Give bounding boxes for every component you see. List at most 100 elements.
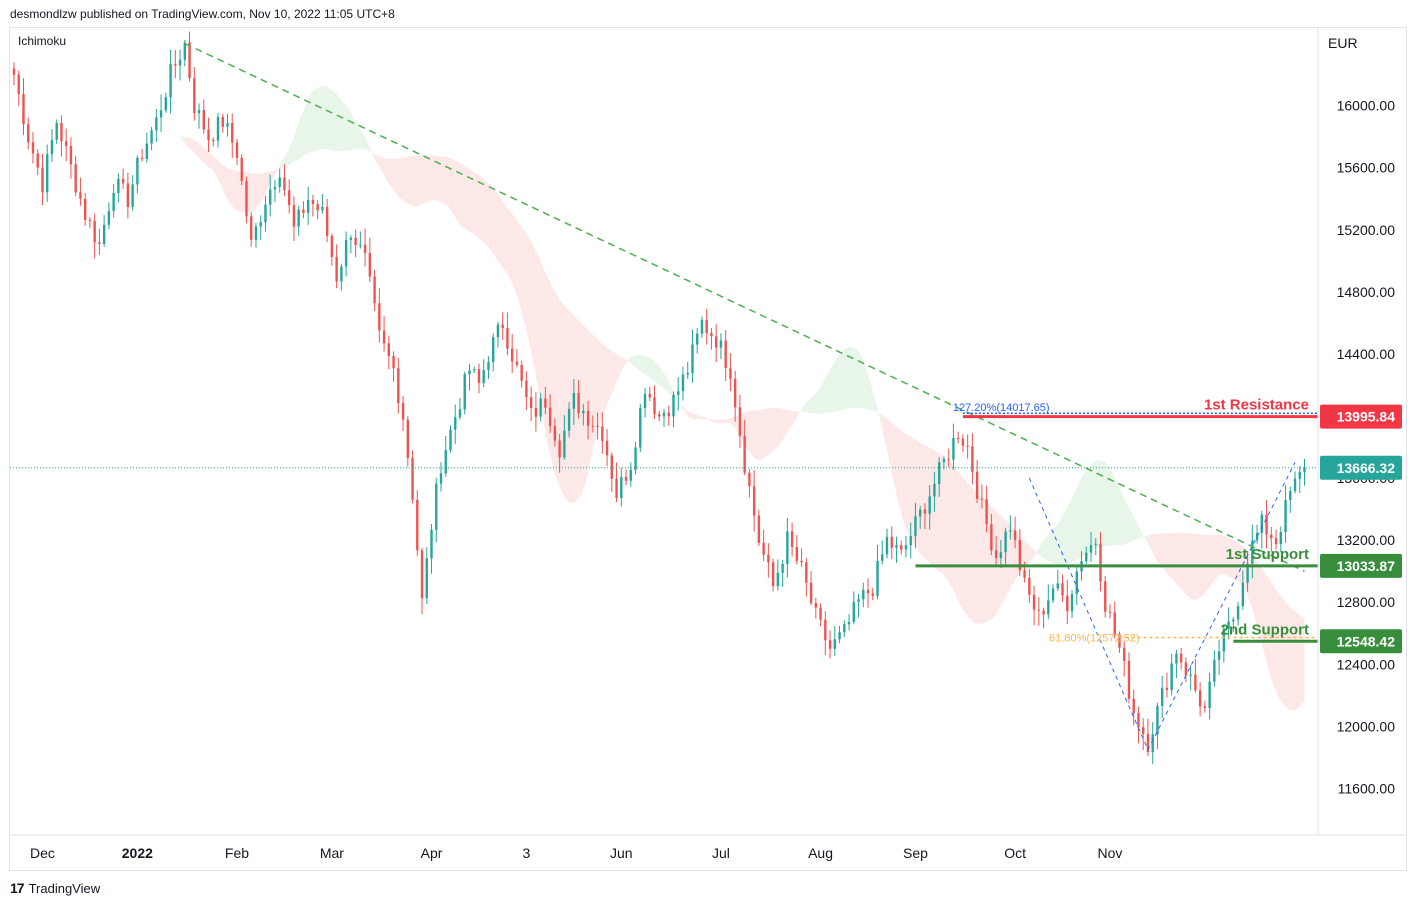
candle-body — [563, 430, 566, 458]
candle-body — [890, 536, 893, 548]
candle-body — [748, 472, 751, 487]
candle-body — [743, 435, 746, 473]
candle-body — [269, 189, 272, 205]
candle-body — [36, 153, 39, 168]
cloud-segment — [165, 135, 171, 138]
cloud-segment — [640, 354, 646, 375]
candle-body — [373, 276, 376, 304]
candle-body — [1108, 611, 1112, 613]
y-tick-label: 14400.00 — [1337, 346, 1396, 362]
candle-body — [705, 319, 708, 334]
candle-body — [876, 560, 879, 596]
candle-body — [980, 498, 984, 500]
cloud-segment — [360, 130, 366, 150]
cloud-segment — [516, 220, 522, 313]
candle-body — [306, 200, 310, 213]
x-tick-label: Dec — [30, 845, 55, 861]
y-tick-label: 12400.00 — [1337, 656, 1396, 672]
candle-body — [1066, 595, 1069, 612]
cloud-segment — [137, 74, 143, 85]
candle-body — [1189, 674, 1192, 676]
candle-body — [1032, 594, 1036, 610]
cloud-segment — [507, 207, 513, 284]
candle-body — [430, 529, 433, 559]
cloud-segment — [564, 305, 570, 503]
fib-618-label: 61.80%(12572.52) — [1049, 633, 1140, 645]
cloud-segment — [222, 165, 228, 200]
candle-body — [1156, 705, 1159, 735]
cloud-segment — [289, 137, 294, 165]
candle-body — [425, 558, 428, 599]
cloud-segment — [346, 105, 351, 151]
candle-body — [966, 445, 969, 447]
y-tick-label: 11600.00 — [1338, 780, 1396, 796]
candle-body — [435, 483, 438, 530]
candle-body — [278, 177, 281, 187]
cloud-segment — [550, 282, 555, 475]
candle-body — [1222, 628, 1226, 652]
cloud-segment — [1266, 574, 1272, 680]
candle-body — [1127, 660, 1131, 699]
candle-body — [17, 74, 20, 94]
candle-body — [586, 410, 590, 426]
candle-body — [947, 459, 950, 461]
cloud-segment — [189, 137, 195, 153]
cloud-segment — [977, 492, 982, 624]
candle-body — [117, 178, 120, 193]
cloud-segment — [284, 149, 290, 167]
cloud-segment — [877, 408, 883, 430]
candle-body — [250, 216, 253, 240]
candle-body — [93, 220, 96, 243]
candle-body — [1094, 543, 1097, 546]
publisher-line: desmondlzw published on TradingView.com,… — [10, 7, 395, 21]
cloud-segment — [763, 408, 769, 459]
cloud-segment — [716, 419, 721, 424]
support-1-tag — [1320, 553, 1402, 578]
cloud-segment — [184, 136, 190, 149]
cloud-segment — [1176, 532, 1182, 589]
resistance-1-tag-label: 13995.84 — [1337, 409, 1396, 425]
cloud-segment — [711, 419, 717, 424]
cloud-segment — [668, 381, 674, 398]
cloud-segment — [251, 173, 256, 213]
cloud-segment — [227, 168, 233, 207]
candle-body — [264, 204, 267, 223]
cloud-segment — [1010, 524, 1016, 588]
footer-brand[interactable]: TradingView — [28, 880, 101, 896]
cloud-segment — [388, 158, 394, 191]
candle-body — [496, 324, 500, 338]
cloud-segment — [1271, 582, 1277, 692]
candle-body — [136, 157, 139, 185]
cloud-segment — [806, 398, 812, 414]
cloud-segment — [1214, 534, 1220, 581]
cloud-segment — [236, 171, 242, 213]
x-axis: Dec 2022 Feb Mar Apr 3 Jun Jul Aug Sep Oct Nov — [10, 834, 1406, 861]
candle-body — [411, 457, 414, 500]
candle-body — [724, 340, 727, 369]
x-tick-label: Jul — [712, 845, 730, 861]
candle-body — [387, 343, 391, 357]
cloud-segment — [1162, 533, 1167, 574]
cloud-segment — [749, 410, 755, 458]
cloud-segment — [1290, 607, 1296, 711]
candle-body — [662, 412, 666, 417]
candle-body — [1099, 543, 1102, 582]
candle-body — [1061, 583, 1064, 596]
candle-body — [1056, 583, 1059, 589]
candle-body — [50, 139, 54, 155]
cloud-segment — [858, 350, 864, 409]
cloud-segment — [782, 408, 788, 441]
candle-body — [824, 619, 827, 641]
candle-body — [714, 336, 718, 348]
cloud-segment — [327, 87, 332, 151]
cloud-segment — [426, 155, 432, 203]
cloud-segment — [1280, 596, 1286, 707]
candle-body — [1160, 687, 1164, 706]
candle-body — [344, 239, 348, 267]
candle-body — [468, 370, 471, 375]
support-1-label: 1st Support — [1226, 546, 1309, 563]
cloud-segment — [208, 151, 214, 171]
candle-body — [1236, 606, 1240, 620]
cloud-segment — [583, 325, 589, 490]
